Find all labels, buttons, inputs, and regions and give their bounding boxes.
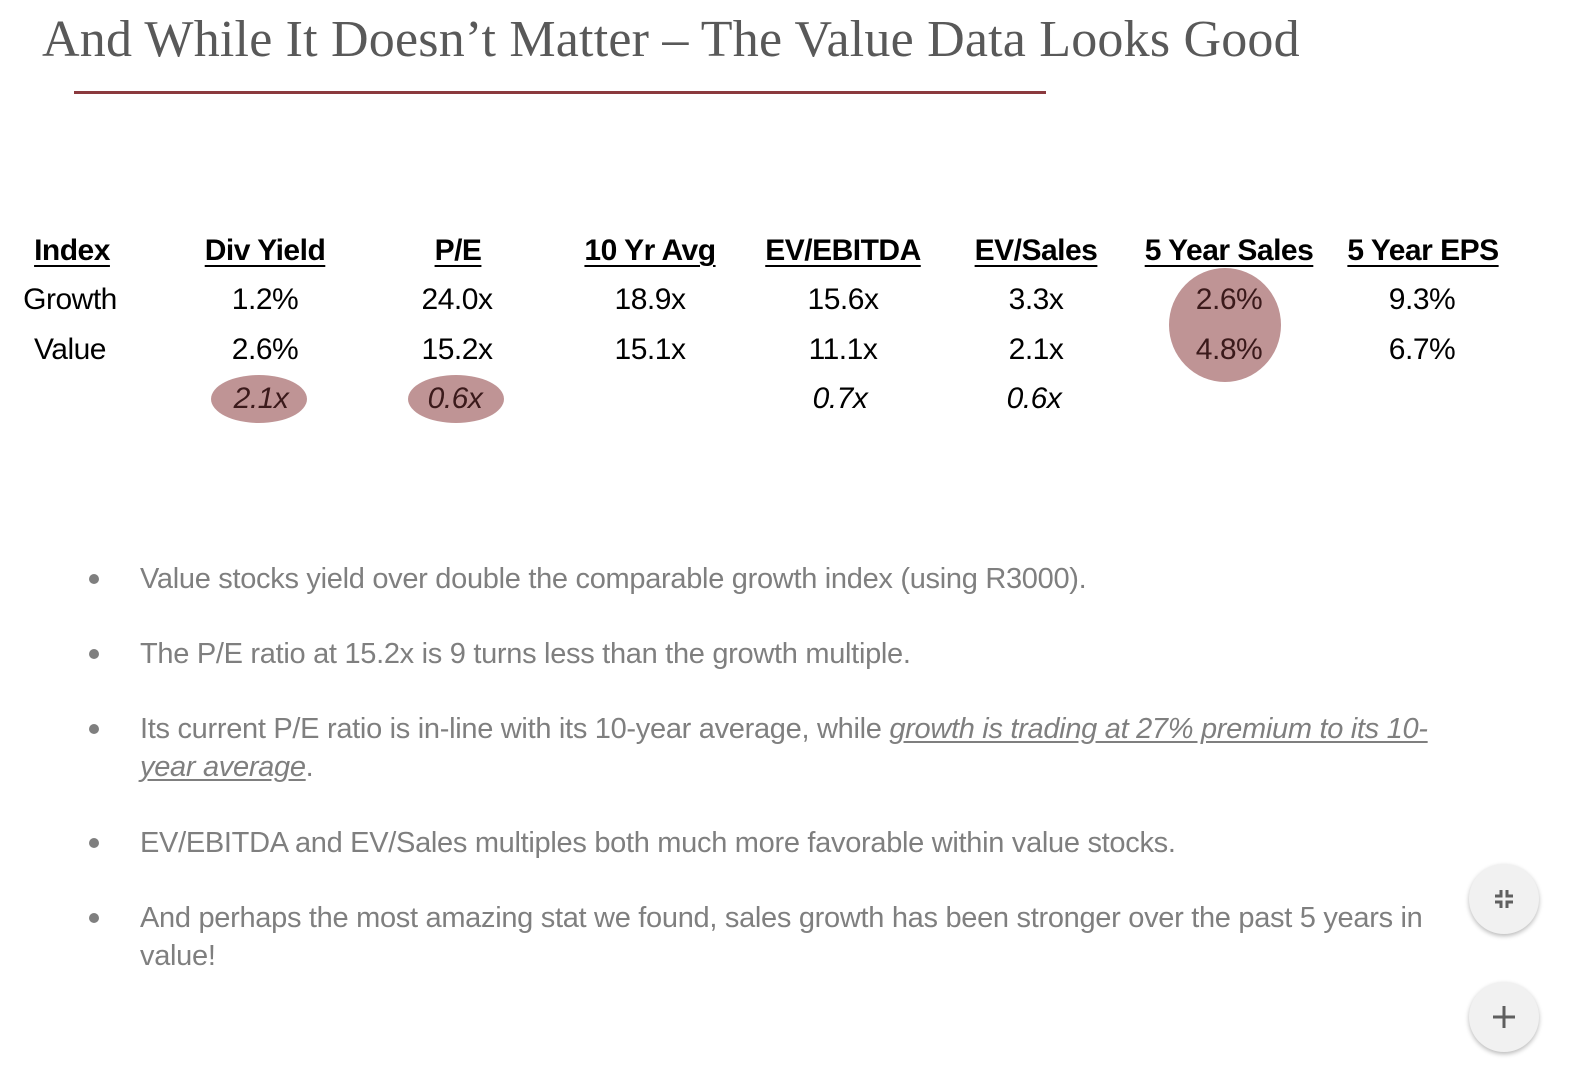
exit-fullscreen-button[interactable]: [1469, 864, 1539, 934]
exit-fullscreen-icon: [1495, 890, 1513, 908]
bullet-marker: [89, 838, 99, 848]
bullet-text-end: .: [305, 751, 314, 783]
header-five-year-eps: 5 Year EPS: [1347, 234, 1499, 267]
bullet-item: The P/E ratio at 15.2x is 9 turns less t…: [140, 638, 911, 670]
slide-title: And While It Doesn’t Matter – The Value …: [42, 11, 1300, 68]
plus-icon: [1493, 1006, 1515, 1028]
header-ev-ebitda: EV/EBITDA: [765, 234, 921, 267]
row-growth-ev-sales: 3.3x: [1008, 283, 1064, 316]
highlight-pe-ratio: [408, 375, 504, 423]
row-value-index: Value: [33, 333, 107, 366]
ratio-pe: 0.6x: [427, 382, 483, 415]
bullet-marker: [89, 574, 99, 584]
bullet-marker: [89, 724, 99, 734]
highlight-div-yield-ratio: [211, 375, 307, 423]
bullet-text: Its current P/E ratio is in-line with it…: [140, 713, 890, 745]
row-value-div-yield: 2.6%: [231, 333, 299, 366]
row-growth-five-year-sales: 2.6%: [1195, 283, 1263, 316]
header-div-yield: Div Yield: [204, 234, 326, 267]
row-value-ev-ebitda: 11.1x: [808, 333, 878, 366]
row-growth-ev-ebitda: 15.6x: [807, 283, 879, 316]
bullet-emphasis: growth is trading at 27% premium to its …: [140, 713, 1428, 783]
row-growth-five-year-eps: 9.3%: [1388, 283, 1456, 316]
bullet-item: Value stocks yield over double the compa…: [140, 563, 1087, 595]
row-growth-div-yield: 1.2%: [231, 283, 299, 316]
valuation-table: Index Div Yield P/E 10 Yr Avg EV/EBITDA …: [0, 0, 1589, 460]
bullet-item: And perhaps the most amazing stat we fou…: [140, 902, 1423, 972]
header-index: Index: [34, 234, 110, 267]
header-ten-yr-avg: 10 Yr Avg: [584, 234, 716, 267]
header-ev-sales: EV/Sales: [974, 234, 1098, 267]
highlight-five-year-sales: [1169, 268, 1281, 382]
row-growth-pe: 24.0x: [421, 283, 493, 316]
bullet-marker: [89, 649, 99, 659]
bullet-item: Its current P/E ratio is in-line with it…: [140, 710, 1430, 786]
ratio-ev-sales: 0.6x: [1006, 382, 1062, 415]
row-value-ten-yr-avg: 15.1x: [614, 333, 686, 366]
bullet-marker: [89, 913, 99, 923]
row-growth-ten-yr-avg: 18.9x: [614, 283, 686, 316]
ratio-div-yield: 2.1x: [233, 382, 289, 415]
row-value-five-year-eps: 6.7%: [1388, 333, 1456, 366]
row-value-ev-sales: 2.1x: [1008, 333, 1064, 366]
header-five-year-sales: 5 Year Sales: [1144, 234, 1314, 267]
title-underline: [74, 91, 1046, 94]
ratio-ev-ebitda: 0.7x: [812, 382, 868, 415]
row-growth-index: Growth: [23, 283, 117, 316]
header-pe: P/E: [434, 234, 482, 267]
row-value-pe: 15.2x: [421, 333, 493, 366]
bullet-item: EV/EBITDA and EV/Sales multiples both mu…: [140, 827, 1176, 859]
row-value-five-year-sales: 4.8%: [1195, 333, 1263, 366]
zoom-in-button[interactable]: [1469, 982, 1539, 1052]
